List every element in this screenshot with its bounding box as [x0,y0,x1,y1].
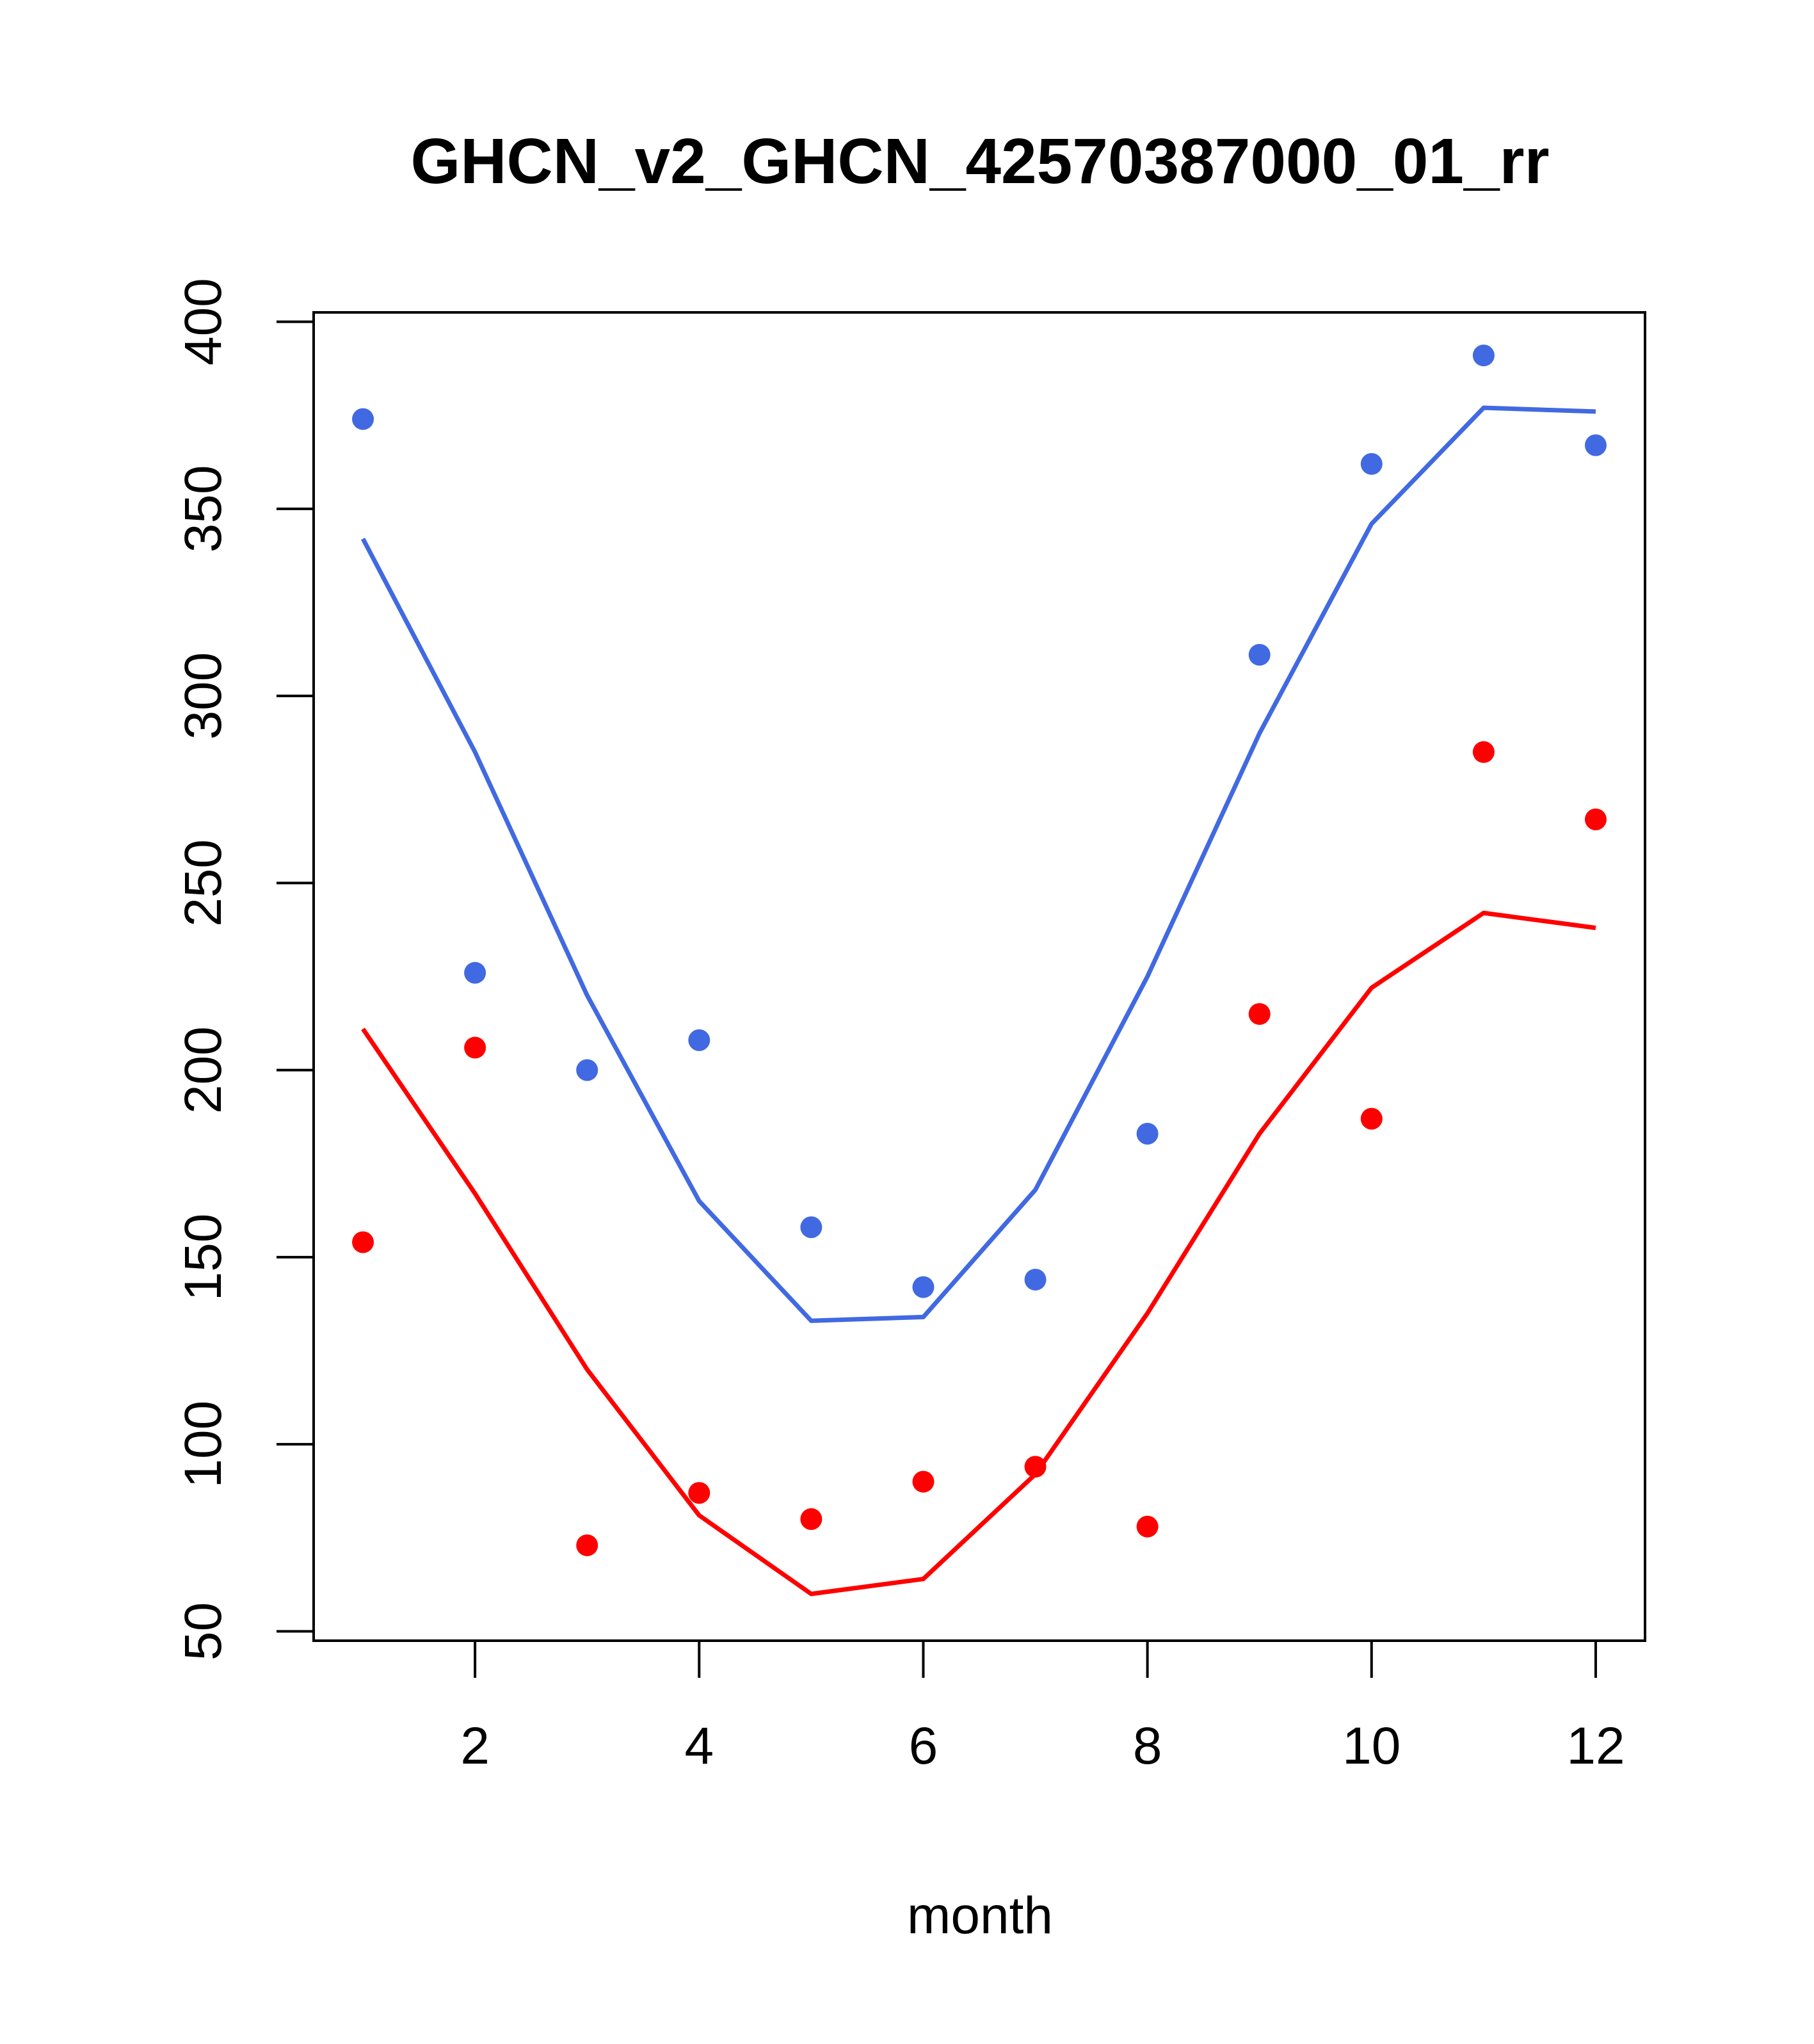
series-2-point [352,1231,374,1253]
series-layer [352,344,1607,1597]
series-1-point [464,962,486,984]
series-1-point [352,408,374,430]
y-tick-label: 100 [174,1401,232,1488]
series-2-point [1136,1515,1159,1538]
x-tick-label: 10 [1342,1717,1401,1775]
series-1-point [1248,643,1271,666]
y-axis-ticks: 50 100 150 200 250 300 350 400 [174,278,314,1661]
series-1-point [1136,1122,1159,1145]
y-tick-label: 250 [174,839,232,927]
plot-frame [312,311,1646,1642]
series-2-point [464,1036,486,1059]
series-2-point [1024,1456,1047,1478]
series-2-point [576,1534,598,1556]
x-axis-title: month [907,1887,1053,1945]
y-tick-label: 350 [174,465,232,552]
series-2-line [361,910,1596,1597]
x-tick-label: 12 [1566,1717,1625,1775]
series-1-point [1472,344,1495,367]
series-1-point [576,1059,598,1081]
series-2-point [912,1470,935,1493]
series-1-point [912,1276,935,1298]
series-2-point [688,1482,710,1504]
series-1-point [688,1029,710,1051]
x-tick-label: 6 [909,1717,938,1775]
series-1-point [800,1216,823,1239]
y-tick-label: 150 [174,1213,232,1301]
series-2-point [1472,741,1495,763]
x-tick-label: 8 [1133,1717,1162,1775]
y-tick-label: 400 [174,278,232,366]
y-tick-label: 300 [174,652,232,740]
series-2-point [1248,1002,1271,1025]
series-2-point [800,1508,823,1531]
series-1-line [360,405,1596,1323]
x-tick-label: 2 [460,1717,490,1775]
series-1-point [1360,453,1383,475]
x-tick-label: 4 [684,1717,714,1775]
series-1-point [1024,1268,1047,1291]
y-tick-label: 50 [174,1602,232,1661]
chart-title: GHCN_v2_GHCN_42570387000_01_rr [410,125,1549,197]
series-2-point [1360,1107,1383,1130]
series-1-point [1584,434,1607,456]
y-tick-label: 200 [174,1026,232,1114]
x-axis-ticks: 2 4 6 8 10 12 [460,1641,1625,1775]
series-2-point [1584,809,1607,831]
